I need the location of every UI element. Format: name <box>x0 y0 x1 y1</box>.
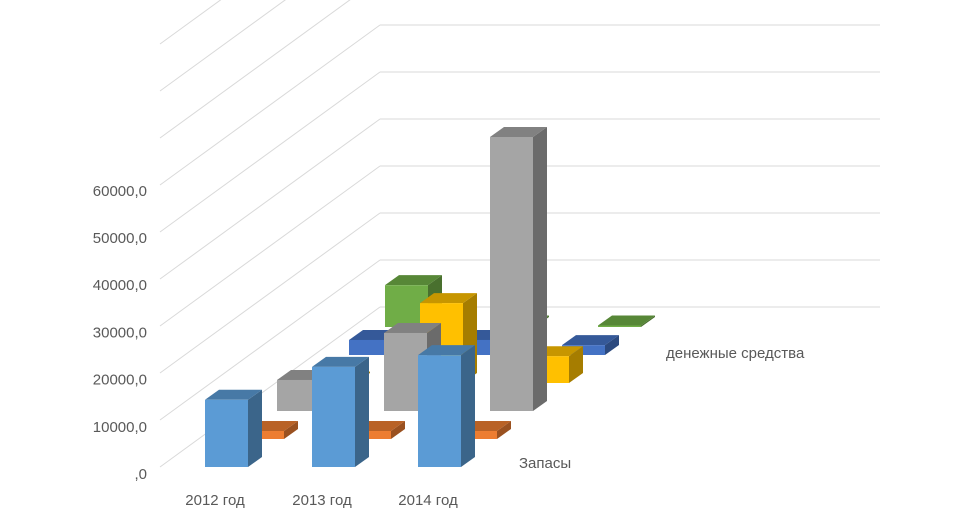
bar-top <box>385 275 442 286</box>
bars <box>205 126 655 467</box>
x-tick-label: 2014 год <box>398 492 458 509</box>
depth-label: денежные средства <box>666 345 805 362</box>
y-tick-label: 10000,0 <box>93 419 147 436</box>
gridline <box>159 306 381 468</box>
bar <box>418 345 475 467</box>
x-tick-label: 2013 год <box>292 492 352 509</box>
y-tick-label: ,0 <box>134 466 147 483</box>
bar-side <box>533 126 547 412</box>
gridline <box>159 165 381 327</box>
gridline <box>159 0 351 139</box>
bar-top <box>490 126 547 137</box>
bar <box>598 315 655 327</box>
bar <box>312 356 369 467</box>
bar-front <box>490 136 533 412</box>
gridline <box>159 71 381 233</box>
bar-top <box>312 356 369 367</box>
depth-label: Запасы <box>519 455 571 472</box>
bar-side <box>248 389 262 467</box>
bar-top <box>205 389 262 400</box>
gridline <box>159 0 222 45</box>
bar-side <box>461 345 475 467</box>
y-tick-label: 50000,0 <box>93 230 147 247</box>
bar-front <box>241 431 284 439</box>
x-tick-label: 2012 год <box>185 492 245 509</box>
bar-top <box>418 345 475 356</box>
bar-side <box>391 421 405 439</box>
bar-front <box>598 325 641 327</box>
bar-side <box>569 346 583 383</box>
bar-top <box>598 315 655 326</box>
bar-top <box>384 322 441 333</box>
bar-front <box>562 345 605 355</box>
bar-front <box>418 355 461 467</box>
gridline <box>159 118 381 280</box>
y-tick-label: 60000,0 <box>93 183 147 200</box>
gridlines <box>159 0 880 468</box>
bar-front <box>349 339 392 355</box>
bar-front <box>205 399 248 467</box>
y-tick-label: 20000,0 <box>93 372 147 389</box>
x-axis-ticks: 2012 год 2013 год 2014 год <box>185 492 458 509</box>
bar-side <box>355 356 369 467</box>
bar-side <box>605 335 619 355</box>
gridline <box>159 212 381 374</box>
y-axis-ticks: ,0 10000,0 20000,0 30000,0 40000,0 50000,0 600… <box>93 183 147 483</box>
bar-top <box>562 335 619 346</box>
bar-front <box>348 431 391 439</box>
y-tick-label: 30000,0 <box>93 324 147 341</box>
bar-top <box>420 293 477 304</box>
bar <box>490 126 547 412</box>
bar-side <box>641 315 655 327</box>
bar <box>562 335 619 355</box>
bar-side <box>284 421 298 439</box>
bar-front <box>312 366 355 467</box>
gridline <box>159 0 286 92</box>
bar-front <box>454 431 497 439</box>
bar <box>205 389 262 467</box>
gridline <box>159 259 381 421</box>
bar-side <box>497 421 511 439</box>
y-tick-label: 40000,0 <box>93 277 147 294</box>
gridline <box>159 24 381 186</box>
